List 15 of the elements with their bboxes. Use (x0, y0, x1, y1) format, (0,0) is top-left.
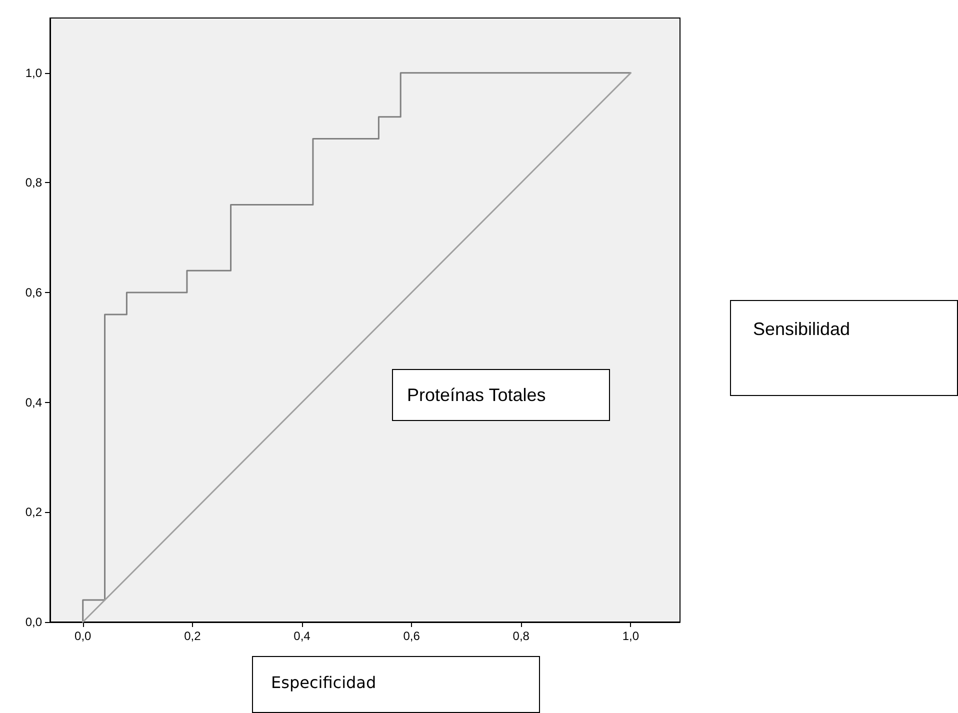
text-box: Proteínas Totales (392, 369, 610, 421)
y-tick-label: 0,2 (25, 505, 42, 520)
x-tick-label: 0,8 (512, 629, 530, 643)
text-box: Sensibilidad (730, 300, 958, 396)
y-tick-label: 0,4 (25, 395, 42, 410)
x-tick-label: 0,0 (74, 629, 92, 643)
y-tick-label: 0,8 (25, 176, 42, 190)
x-tick-label: 1,0 (622, 629, 640, 643)
y-tick-label: 0,6 (25, 286, 42, 300)
x-tick-label: 0,2 (184, 629, 202, 643)
text-box: Especificidad (252, 656, 540, 713)
x-tick-label: 0,4 (294, 629, 311, 643)
y-tick-label: 0,0 (25, 615, 42, 629)
x-tick-label: 0,6 (403, 629, 420, 643)
y-tick-label: 1,0 (25, 66, 42, 80)
